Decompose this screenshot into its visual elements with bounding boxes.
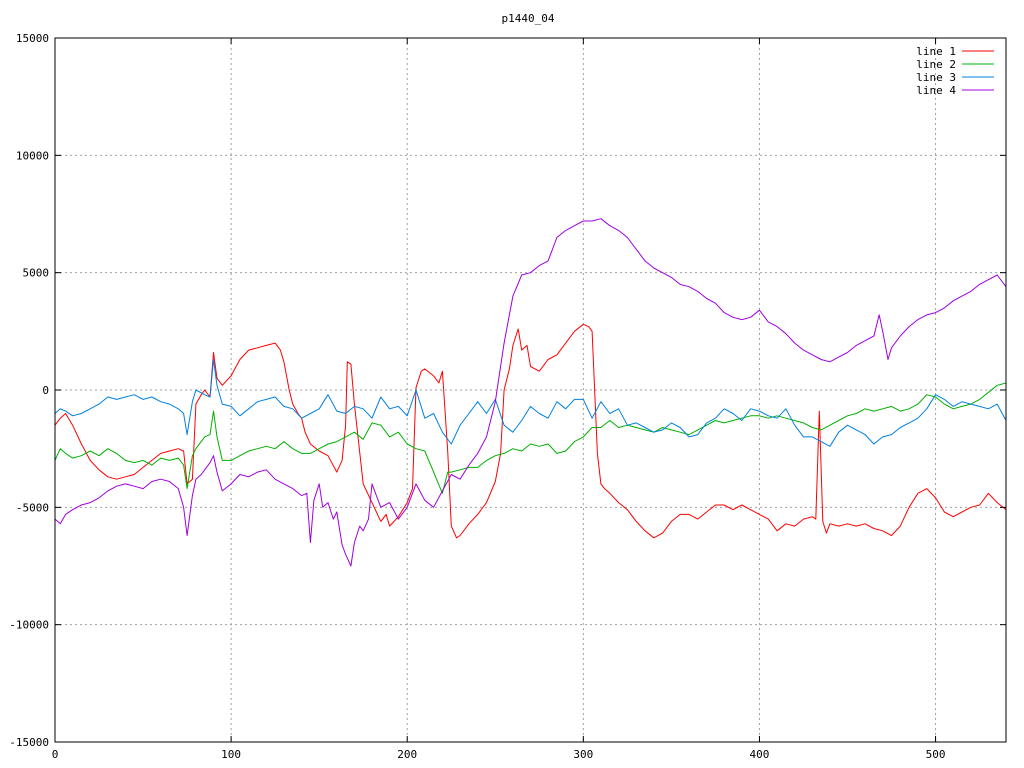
x-tick-label: 100: [221, 748, 241, 761]
x-tick-label: 0: [52, 748, 59, 761]
y-tick-label: 15000: [16, 32, 49, 45]
legend-label: line 4: [916, 84, 956, 97]
x-tick-label: 500: [926, 748, 946, 761]
legend-label: line 3: [916, 71, 956, 84]
series-line-2: [54, 382, 1007, 494]
series-line-4: [54, 218, 1007, 567]
y-tick-label: -5000: [16, 501, 49, 514]
x-tick-label: 200: [397, 748, 417, 761]
y-tick-label: 0: [42, 384, 49, 397]
y-tick-label: 5000: [23, 267, 50, 280]
legend-label: line 1: [916, 45, 956, 58]
y-tick-label: 10000: [16, 149, 49, 162]
y-tick-label: -15000: [9, 736, 49, 749]
y-tick-label: -10000: [9, 619, 49, 632]
x-tick-label: 400: [750, 748, 770, 761]
legend-label: line 2: [916, 58, 956, 71]
chart-title: p1440_04: [502, 12, 555, 25]
series-line-3: [54, 359, 1007, 447]
ticks-layer: 0 100 200 300 400 500 -15000 -10000 -5000 0 5000 10…: [9, 32, 1006, 761]
series-line-1: [54, 323, 1007, 539]
x-tick-label: 300: [573, 748, 593, 761]
series-layer: [54, 218, 1007, 567]
grid-layer: [55, 38, 1006, 742]
